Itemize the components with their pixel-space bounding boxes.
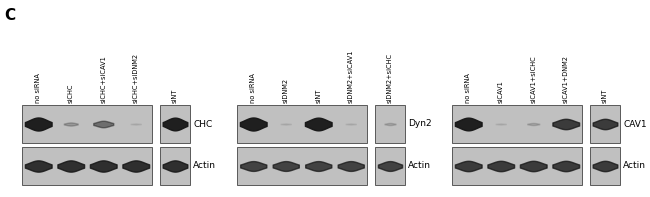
Bar [22, 147, 152, 185]
Text: no siRNA: no siRNA [465, 73, 471, 103]
Text: CAV1: CAV1 [623, 120, 647, 128]
Text: siDNM2+siCHC: siDNM2+siCHC [387, 53, 393, 103]
Bar [237, 105, 367, 143]
Bar [160, 147, 190, 185]
Text: siNT: siNT [602, 89, 608, 103]
Text: siCHC: siCHC [68, 84, 73, 103]
Text: no siRNA: no siRNA [250, 73, 256, 103]
Text: Actin: Actin [193, 162, 216, 170]
Text: siNT: siNT [315, 89, 321, 103]
Text: siNT: siNT [172, 89, 178, 103]
Text: CHC: CHC [193, 120, 213, 128]
Text: siCAV1: siCAV1 [498, 80, 504, 103]
Text: no siRNA: no siRNA [35, 73, 41, 103]
Text: Dyn2: Dyn2 [408, 120, 432, 128]
Text: C: C [4, 8, 15, 23]
Text: siCHC+siDNM2: siCHC+siDNM2 [133, 53, 138, 103]
Bar [590, 105, 620, 143]
Bar [375, 147, 405, 185]
Bar [160, 105, 190, 143]
Bar [452, 147, 582, 185]
Text: Actin: Actin [408, 162, 431, 170]
Bar [375, 105, 405, 143]
Text: siCAV1+siCHC: siCAV1+siCHC [530, 55, 536, 103]
Bar [22, 105, 152, 143]
Text: siCHC+siCAV1: siCHC+siCAV1 [100, 55, 106, 103]
Text: siDNM2+siCAV1: siDNM2+siCAV1 [348, 50, 354, 103]
Text: Actin: Actin [623, 162, 646, 170]
Bar [452, 105, 582, 143]
Text: siDNM2: siDNM2 [283, 78, 289, 103]
Bar [237, 147, 367, 185]
Bar [590, 147, 620, 185]
Text: siCAV1+DNM2: siCAV1+DNM2 [563, 55, 569, 103]
